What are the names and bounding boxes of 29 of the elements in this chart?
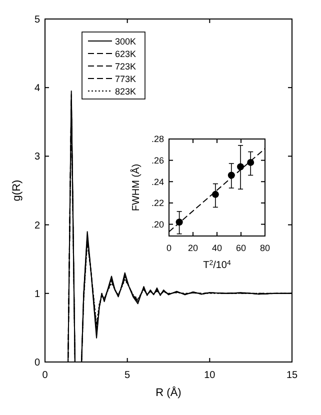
x-tick-label: 0 [42, 370, 48, 381]
y-tick-label: .26 [151, 155, 164, 166]
y-tick-label: .20 [151, 219, 164, 230]
y-tick-label: 3 [34, 152, 40, 163]
y-tick-label: 1 [34, 288, 40, 300]
y-axis-title: g(R) [11, 180, 23, 202]
x-axis-title: T$^{2}$/10$^{4}$ [203, 260, 232, 271]
y-tick-label: .24 [151, 176, 164, 187]
legend-label: 823K [115, 86, 136, 96]
x-tick-label: 15 [286, 370, 298, 381]
legend-label: 723K [115, 62, 136, 72]
y-tick-label: .22 [151, 198, 164, 208]
x-tick-label: 60 [236, 243, 246, 253]
y-tick-label: 2 [34, 220, 40, 232]
y-tick-label: .28 [151, 134, 164, 144]
y-axis-title: FWHM (Å) [130, 164, 142, 212]
x-tick-label: 10 [204, 370, 216, 381]
legend-label: 623K [115, 49, 136, 59]
x-axis-title: R (Å) [156, 386, 182, 399]
x-tick-label: 5 [124, 370, 131, 381]
x-tick-label: 0 [166, 243, 172, 253]
x-tick-label: 80 [260, 243, 270, 253]
y-tick-label: 5 [34, 14, 40, 26]
y-tick-label: 4 [34, 83, 40, 94]
legend-label: 773K [115, 74, 136, 84]
x-tick-label: 20 [188, 243, 198, 253]
legend-label: 300K [115, 36, 136, 46]
y-tick-label: 0 [34, 358, 40, 368]
x-tick-label: 40 [212, 243, 222, 253]
